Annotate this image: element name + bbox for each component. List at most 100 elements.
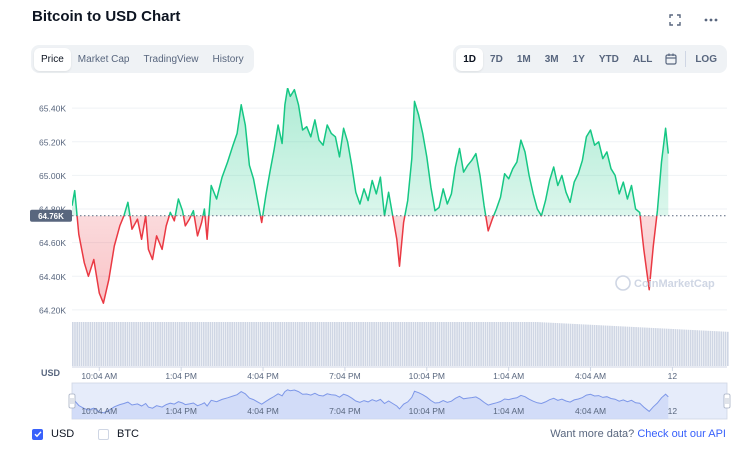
volume-bar (292, 322, 295, 366)
volume-bar (268, 322, 271, 366)
volume-bar (213, 322, 216, 366)
tab-price[interactable]: Price (34, 47, 71, 71)
volume-bar (117, 322, 120, 366)
volume-bar (312, 322, 314, 366)
volume-bar (456, 322, 458, 366)
volume-bar (687, 329, 690, 366)
x-tick-label: 10:04 AM (81, 371, 117, 381)
volume-bar (130, 322, 133, 366)
y-tick-label: 65.40K (39, 104, 66, 114)
volume-bar (718, 331, 720, 366)
volume-bar (698, 330, 701, 366)
volume-bar (683, 329, 685, 366)
navigator-tick-label: 1:04 PM (165, 406, 197, 416)
usd-checkbox[interactable]: USD (32, 428, 74, 440)
volume-bar (541, 322, 544, 366)
volume-bar (353, 322, 356, 366)
volume-bar (216, 322, 218, 366)
calendar-icon[interactable] (659, 48, 683, 70)
volume-bar (467, 322, 469, 366)
y-tick-label: 64.40K (39, 272, 66, 282)
volume-bar (329, 322, 332, 366)
volume-bar (493, 322, 495, 366)
volume-bar (458, 322, 461, 366)
range-7d[interactable]: 7D (490, 53, 503, 65)
fullscreen-icon[interactable] (667, 12, 683, 28)
y-tick-label: 64.20K (39, 305, 66, 315)
volume-bar (478, 322, 480, 366)
volume-bar (454, 322, 456, 366)
volume-bar (100, 322, 102, 366)
volume-bar (676, 329, 679, 366)
volume-bar (521, 322, 524, 366)
range-3m[interactable]: 3M (544, 53, 559, 65)
volume-bar (657, 328, 659, 366)
volume-bar (148, 322, 151, 366)
volume-bar (87, 322, 89, 366)
tab-market-cap[interactable]: Market Cap (77, 53, 130, 65)
log-toggle[interactable]: LOG (695, 53, 717, 65)
volume-bar (615, 326, 618, 366)
volume-bar (85, 322, 87, 366)
volume-bar (275, 322, 277, 366)
volume-bar (272, 322, 275, 366)
volume-bar (211, 322, 214, 366)
navigator-handle[interactable] (68, 393, 76, 409)
volume-bar (264, 322, 266, 366)
volume-bar (440, 322, 443, 366)
range-ytd[interactable]: YTD (598, 53, 619, 65)
volume-bar (700, 330, 703, 366)
volume-bar (624, 326, 626, 366)
volume-bar (648, 327, 650, 366)
volume-bar (351, 322, 354, 366)
volume-bar (554, 322, 557, 366)
volume-bar (709, 330, 712, 366)
volume-bar (506, 322, 509, 366)
x-tick-label: 1:04 AM (493, 371, 524, 381)
btc-checkbox[interactable]: BTC (98, 428, 139, 440)
volume-bar (251, 322, 253, 366)
more-icon[interactable] (703, 12, 719, 28)
volume-bar (674, 329, 677, 366)
navigator-handle[interactable] (723, 393, 731, 409)
volume-bar (240, 322, 242, 366)
volume-bar (89, 322, 92, 366)
volume-bar (471, 322, 474, 366)
range-1d[interactable]: 1D (456, 47, 484, 71)
volume-bar (582, 324, 585, 366)
volume-bar (480, 322, 482, 366)
navigator-tick-label: 10:04 PM (409, 406, 445, 416)
volume-bar (447, 322, 450, 366)
range-1m[interactable]: 1M (516, 53, 531, 65)
volume-bar (646, 327, 648, 366)
volume-bar (696, 330, 699, 366)
tab-history[interactable]: History (212, 53, 244, 65)
volume-bar (641, 327, 644, 366)
volume-bar (157, 322, 159, 366)
volume-bar (386, 322, 388, 366)
api-text: Want more data? (550, 428, 635, 440)
volume-bar (174, 322, 177, 366)
range-all[interactable]: ALL (632, 53, 653, 65)
volume-bar (530, 322, 533, 366)
volume-bar (626, 326, 629, 366)
volume-bar (172, 322, 175, 366)
tab-tradingview[interactable]: TradingView (143, 53, 199, 65)
api-link[interactable]: Check out our API (637, 428, 726, 440)
range-1y[interactable]: 1Y (572, 53, 585, 65)
volume-bar (727, 331, 729, 366)
volume-bar (368, 322, 371, 366)
volume-bar (338, 322, 340, 366)
volume-bar (207, 322, 209, 366)
volume-bar (133, 322, 135, 366)
area-above-reference (72, 88, 669, 216)
volume-bar (668, 328, 670, 366)
volume-bar (246, 322, 249, 366)
navigator-line (71, 389, 669, 414)
volume-bar (320, 322, 323, 366)
checkbox-checked-icon (32, 428, 43, 440)
volume-bar (489, 322, 491, 366)
volume-bar (443, 322, 445, 366)
volume-bar (556, 323, 559, 366)
